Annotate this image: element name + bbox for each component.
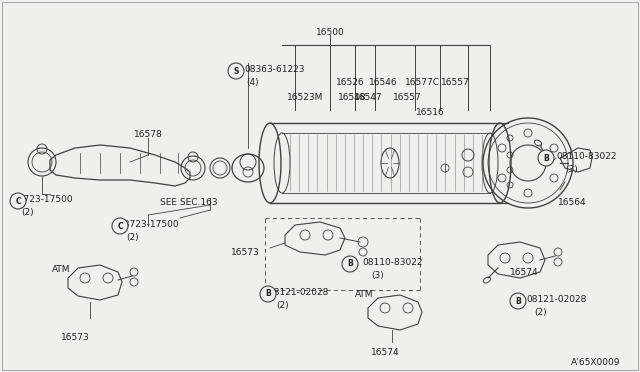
Text: 08121-02028: 08121-02028 <box>268 288 328 297</box>
Text: 16573: 16573 <box>231 248 260 257</box>
Text: 08110-83022: 08110-83022 <box>362 258 422 267</box>
Text: SEE SEC.163: SEE SEC.163 <box>160 198 218 207</box>
Circle shape <box>260 286 276 302</box>
Text: (3): (3) <box>372 271 385 280</box>
Text: B: B <box>347 260 353 269</box>
Text: 16578: 16578 <box>134 130 163 139</box>
Text: 16526: 16526 <box>336 78 364 87</box>
Text: 16547: 16547 <box>354 93 382 102</box>
Text: 08363-61223: 08363-61223 <box>244 65 305 74</box>
Text: B: B <box>265 289 271 298</box>
Text: 16557: 16557 <box>392 93 421 102</box>
Text: ATM: ATM <box>355 290 374 299</box>
Text: 08723-17500: 08723-17500 <box>118 220 179 229</box>
Circle shape <box>112 218 128 234</box>
Text: S: S <box>234 67 239 76</box>
Text: (4): (4) <box>246 78 259 87</box>
Text: 16548: 16548 <box>338 93 366 102</box>
Text: 08723-17500: 08723-17500 <box>12 195 72 204</box>
Text: 16574: 16574 <box>510 268 539 277</box>
Text: A’65X0009: A’65X0009 <box>570 358 620 367</box>
Text: 16546: 16546 <box>369 78 397 87</box>
Text: (3): (3) <box>566 165 579 174</box>
Text: (2): (2) <box>534 308 547 317</box>
Text: (2): (2) <box>22 208 35 217</box>
Text: 08110-83022: 08110-83022 <box>556 152 616 161</box>
Text: ATM: ATM <box>52 265 70 274</box>
Text: 16573: 16573 <box>61 333 90 342</box>
Text: 16564: 16564 <box>558 198 587 207</box>
Text: 16523M: 16523M <box>287 93 323 102</box>
Circle shape <box>342 256 358 272</box>
Text: (2): (2) <box>276 301 289 310</box>
Circle shape <box>538 150 554 166</box>
Text: 16577C: 16577C <box>404 78 440 87</box>
Text: B: B <box>515 296 521 305</box>
Circle shape <box>10 193 26 209</box>
Text: 16557: 16557 <box>440 78 469 87</box>
Text: 16500: 16500 <box>316 28 344 37</box>
Text: C: C <box>15 196 21 205</box>
Text: C: C <box>117 221 123 231</box>
Text: 16516: 16516 <box>415 108 444 117</box>
Text: 08121-02028: 08121-02028 <box>526 295 586 304</box>
Circle shape <box>510 293 526 309</box>
Circle shape <box>228 63 244 79</box>
Text: (2): (2) <box>127 233 140 242</box>
Text: 16574: 16574 <box>371 348 399 357</box>
Text: B: B <box>543 154 549 163</box>
